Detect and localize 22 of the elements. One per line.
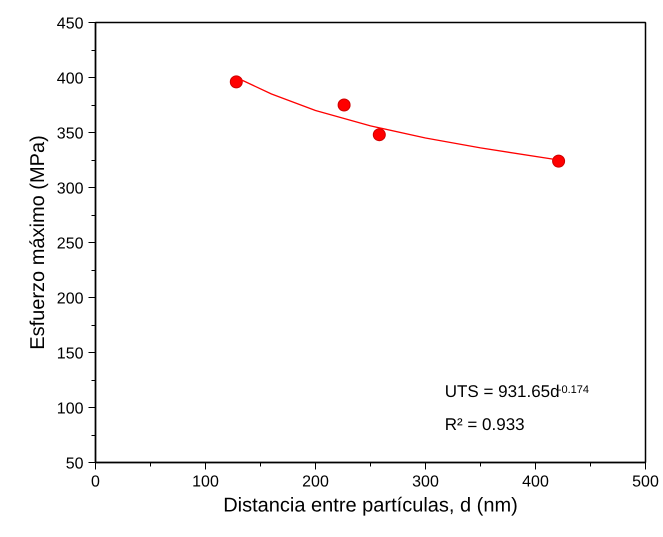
y-tick-label: 50 [66,456,84,472]
y-tick-label: 200 [56,290,84,308]
y-tick-label: 150 [56,346,84,362]
y-tick-label: 350 [56,126,84,142]
point [552,154,566,168]
x-tick-label: 0 [91,474,100,490]
point [372,128,386,142]
y-tick-label: 100 [56,400,84,418]
x-axis-title: Distancia entre partículas, d (nm) [223,494,518,516]
x-tick-label: 100 [192,474,219,490]
point [230,75,243,88]
y-tick-label: 400 [56,70,84,88]
y-axis-title: Esfuerzo máximo (MPa) [26,135,49,350]
x-tick-label: 500 [632,474,659,490]
x-tick-label: 400 [522,474,549,490]
x-tick-label: 300 [412,474,439,490]
y-tick-label: 250 [56,236,84,252]
y-tick-label: 450 [56,16,84,32]
y-tick-label: 300 [56,180,84,198]
x-tick-label: 200 [302,474,329,490]
annotation: R² = 0.933 [444,414,525,434]
point [338,98,351,112]
